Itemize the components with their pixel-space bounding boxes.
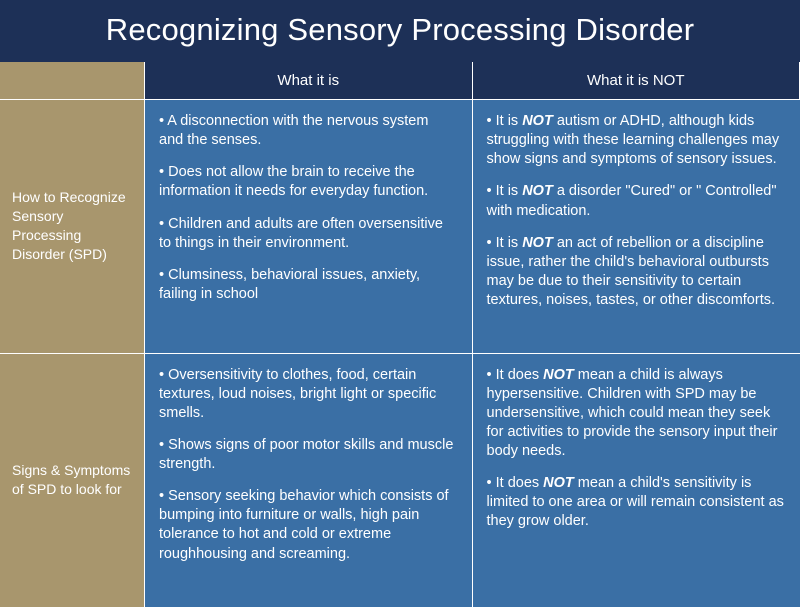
infographic-table: Recognizing Sensory Processing Disorder … [0,0,800,607]
row-header-recognize: How to Recognize Sensory Processing Diso… [0,100,145,354]
cell-signs-isnot: • It does NOT mean a child is always hyp… [473,354,800,607]
col-header-what-it-is-not: What it is NOT [473,62,800,100]
comparison-grid: What it is What it is NOT How to Recogni… [0,62,800,607]
row-header-signs: Signs & Symptoms of SPD to look for [0,354,145,607]
corner-cell [0,62,145,100]
col-header-what-it-is: What it is [145,62,473,100]
cell-recognize-is: • A disconnection with the nervous syste… [145,100,473,354]
page-title: Recognizing Sensory Processing Disorder [0,0,800,62]
cell-recognize-isnot: • It is NOT autism or ADHD, although kid… [473,100,800,354]
cell-signs-is: • Oversensitivity to clothes, food, cert… [145,354,473,607]
